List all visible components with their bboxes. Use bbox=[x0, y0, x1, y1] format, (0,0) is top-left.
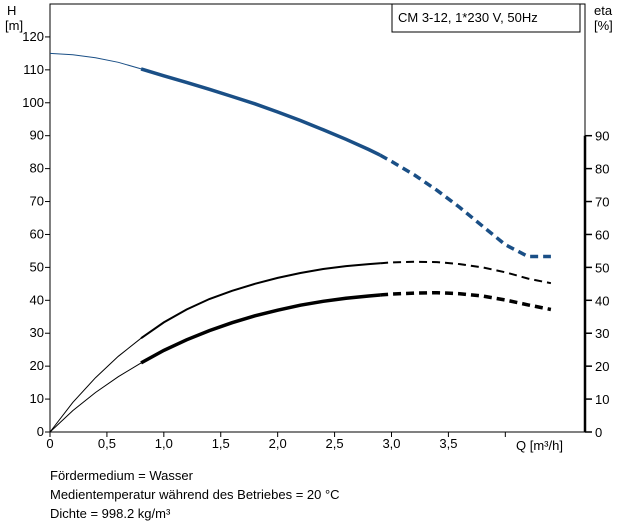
left-tick-label: 0 bbox=[37, 424, 44, 439]
right-tick-label: 50 bbox=[595, 260, 609, 275]
fluid-notes: Fördermedium = Wasser Medientemperatur w… bbox=[50, 466, 340, 523]
x-tick-label: 3,5 bbox=[439, 436, 457, 451]
curve-1-thin bbox=[49, 262, 381, 433]
left-axis-label-line1: H bbox=[7, 3, 16, 18]
right-tick-label: 80 bbox=[595, 162, 609, 177]
right-tick-label: 40 bbox=[595, 293, 609, 308]
right-tick-label: 20 bbox=[595, 359, 609, 374]
curves bbox=[49, 52, 552, 433]
note-temperature: Medientemperatur während des Betriebes =… bbox=[50, 487, 340, 502]
left-tick-label: 100 bbox=[22, 95, 44, 110]
left-axis-label-line2: [m] bbox=[5, 18, 23, 33]
note-density: Dichte = 998.2 kg/m³ bbox=[50, 506, 171, 521]
left-tick-label: 60 bbox=[30, 226, 44, 241]
right-tick-label: 70 bbox=[595, 195, 609, 210]
plot-border bbox=[49, 3, 586, 433]
left-axis-ticks: 0 10 20 30 40 50 60 70 80 90 100 110 120 bbox=[22, 29, 50, 439]
note-medium: Fördermedium = Wasser bbox=[50, 468, 193, 483]
curve-1-dashed bbox=[380, 260, 552, 285]
x-axis-ticks: 0 0,5 1,0 1,5 2,0 2,5 3,0 3,5 bbox=[46, 432, 506, 451]
left-tick-label: 90 bbox=[30, 128, 44, 143]
right-tick-label: 0 bbox=[595, 425, 602, 440]
x-tick-label: 1,5 bbox=[212, 436, 230, 451]
curve-0-dashed bbox=[379, 153, 551, 259]
plot-frame bbox=[49, 3, 587, 433]
right-tick-label: 90 bbox=[595, 129, 609, 144]
left-tick-label: 120 bbox=[22, 29, 44, 44]
left-tick-label: 80 bbox=[30, 161, 44, 176]
curve-2-solid bbox=[140, 293, 381, 365]
right-axis-label-line2: [%] bbox=[594, 18, 613, 33]
x-tick-label: 2,5 bbox=[326, 436, 344, 451]
x-tick-label: 0,5 bbox=[98, 436, 116, 451]
curve-2-dashed bbox=[379, 290, 552, 312]
right-axis-ticks: 0 10 20 30 40 50 60 70 80 90 bbox=[585, 129, 609, 440]
left-tick-label: 40 bbox=[30, 292, 44, 307]
left-tick-label: 30 bbox=[30, 325, 44, 340]
x-axis-label: Q [m³/h] bbox=[516, 438, 563, 453]
left-tick-label: 10 bbox=[30, 391, 44, 406]
x-tick-label: 3,0 bbox=[382, 436, 400, 451]
right-axis-label-line1: eta bbox=[594, 3, 613, 18]
x-tick-label: 2,0 bbox=[269, 436, 287, 451]
left-tick-label: 70 bbox=[30, 194, 44, 209]
curve-0-solid bbox=[140, 67, 381, 157]
right-tick-label: 10 bbox=[595, 392, 609, 407]
chart-title-box: CM 3-12, 1*230 V, 50Hz bbox=[391, 3, 581, 33]
left-tick-label: 20 bbox=[30, 358, 44, 373]
curve-1-solid bbox=[140, 262, 381, 340]
curve-0-thin bbox=[49, 52, 381, 156]
curve-2-thin bbox=[49, 294, 381, 433]
x-tick-label: 0 bbox=[46, 436, 53, 451]
x-tick-label: 1,0 bbox=[155, 436, 173, 451]
chart-title: CM 3-12, 1*230 V, 50Hz bbox=[398, 10, 538, 25]
right-tick-label: 60 bbox=[595, 227, 609, 242]
left-tick-label: 50 bbox=[30, 259, 44, 274]
right-tick-label: 30 bbox=[595, 326, 609, 341]
left-tick-label: 110 bbox=[23, 62, 44, 77]
